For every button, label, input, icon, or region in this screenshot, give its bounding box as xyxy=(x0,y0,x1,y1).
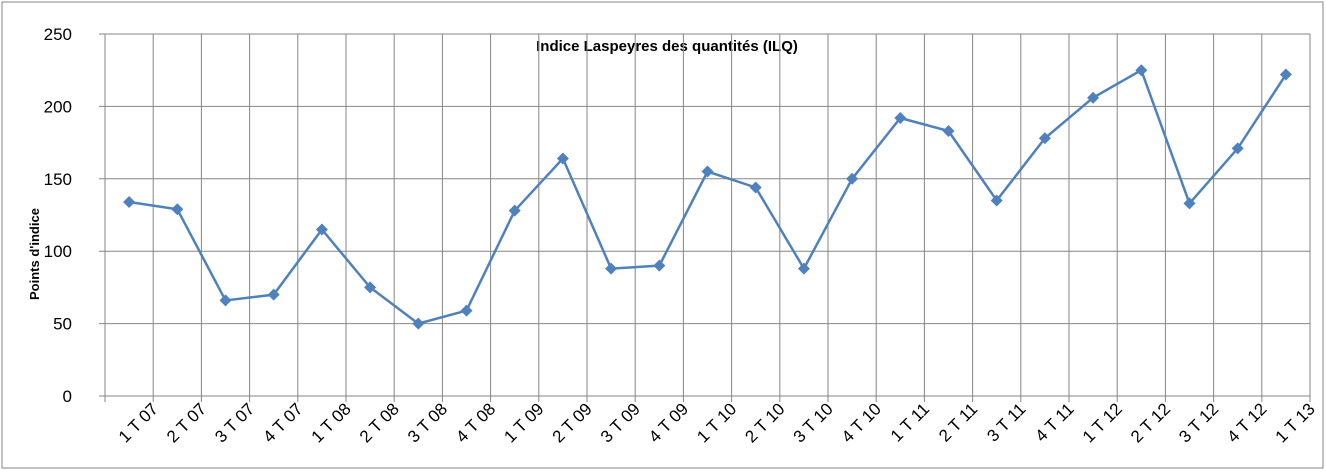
y-tick-label: 50 xyxy=(53,315,72,334)
y-tick-label: 0 xyxy=(63,387,72,406)
point-marker xyxy=(315,223,328,236)
point-marker xyxy=(797,262,810,275)
point-marker xyxy=(508,204,521,217)
y-axis-label: Points d'indice xyxy=(27,208,42,300)
point-marker xyxy=(1135,64,1148,77)
point-marker xyxy=(653,259,666,272)
point-marker xyxy=(1279,68,1292,81)
y-tick-label: 250 xyxy=(44,25,72,44)
point-marker xyxy=(123,195,136,208)
point-marker xyxy=(1087,91,1100,104)
point-marker xyxy=(364,281,377,294)
point-marker xyxy=(894,111,907,124)
point-marker xyxy=(1231,142,1244,155)
point-marker xyxy=(1038,132,1051,145)
y-tick-label: 200 xyxy=(44,97,72,116)
point-marker xyxy=(990,194,1003,207)
point-marker xyxy=(1183,197,1196,210)
point-marker xyxy=(412,317,425,330)
y-tick-label: 100 xyxy=(44,242,72,261)
chart-title: Indice Laspeyres des quantités (ILQ) xyxy=(536,38,798,55)
point-marker xyxy=(605,262,618,275)
point-marker xyxy=(219,294,232,307)
y-tick-label: 150 xyxy=(44,170,72,189)
point-marker xyxy=(267,288,280,301)
point-marker xyxy=(846,172,859,185)
point-marker xyxy=(749,181,762,194)
point-marker xyxy=(171,203,184,216)
point-marker xyxy=(942,125,955,138)
point-marker xyxy=(701,165,714,178)
point-marker xyxy=(460,304,473,317)
point-marker xyxy=(556,152,569,165)
